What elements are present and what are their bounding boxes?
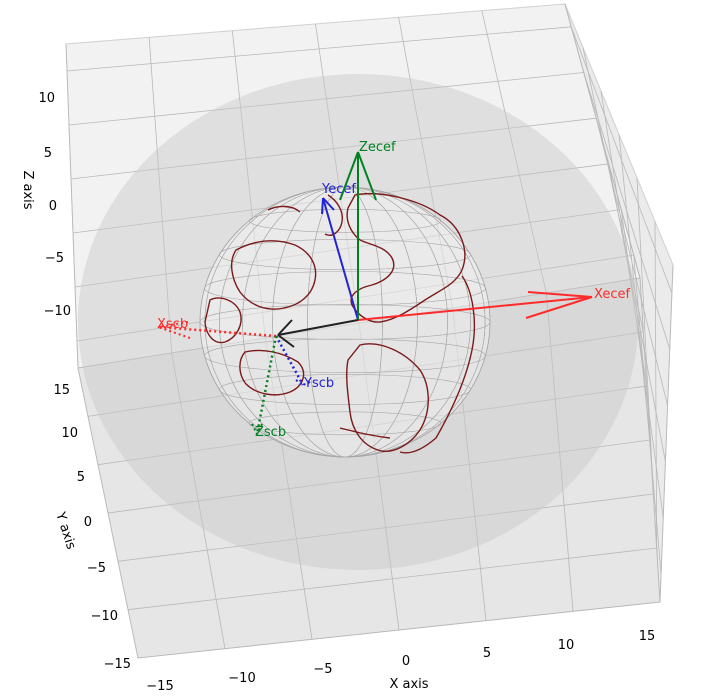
- outer-sphere: [78, 74, 638, 570]
- x-tick-label: −15: [146, 679, 173, 694]
- vector-label-xscb: Xscb: [157, 317, 188, 332]
- vectors: Xecef Yecef Zecef Xscb Yscb Zscb: [157, 140, 630, 440]
- z-tick-label: −10: [44, 304, 71, 319]
- vector-yecef: Yecef: [321, 182, 359, 321]
- x-axis-title: X axis: [389, 677, 428, 692]
- y-axis-title: Y axis: [52, 510, 78, 552]
- vector-zecef: Zecef: [339, 140, 396, 320]
- vector-label-yscb: Yscb: [303, 376, 334, 391]
- z-axis-title: Z axis: [20, 170, 35, 209]
- y-tick-label: −5: [87, 561, 106, 576]
- vector-xecef: Xecef: [357, 287, 630, 321]
- z-tick-label: −5: [45, 251, 64, 266]
- x-tick-label: 10: [558, 638, 575, 653]
- y-tick-labels: 15 10 5 0 −5 −10 −15: [53, 383, 131, 672]
- z-tick-label: 5: [44, 146, 52, 161]
- y-tick-label: −15: [104, 657, 131, 672]
- vector-label-zscb: Zscb: [255, 425, 286, 440]
- vector-label-zecef: Zecef: [359, 140, 396, 155]
- z-tick-label: 10: [38, 91, 55, 106]
- vector-bodyx: [277, 319, 359, 348]
- vector-label-yecef: Yecef: [321, 182, 356, 197]
- z-tick-label: 0: [49, 199, 57, 214]
- y-tick-label: 10: [61, 426, 78, 441]
- x-tick-label: 5: [483, 646, 491, 661]
- vector-xscb: Xscb: [157, 317, 277, 339]
- y-tick-label: 0: [84, 515, 92, 530]
- y-tick-label: 15: [53, 383, 70, 398]
- y-tick-label: 5: [77, 470, 85, 485]
- vector-zscb: Zscb: [251, 335, 286, 440]
- x-tick-label: −5: [313, 662, 332, 677]
- x-tick-label: −10: [228, 671, 255, 686]
- x-tick-labels: −15 −10 −5 0 5 10 15: [146, 629, 655, 694]
- vector-label-xecef: Xecef: [594, 287, 630, 302]
- x-tick-label: 0: [402, 654, 410, 669]
- vector-yscb: Yscb: [274, 335, 334, 391]
- y-tick-label: −10: [91, 609, 118, 624]
- grid: [65, 3, 674, 659]
- z-tick-labels: 10 5 0 −5 −10: [38, 91, 71, 319]
- x-tick-label: 15: [639, 629, 656, 644]
